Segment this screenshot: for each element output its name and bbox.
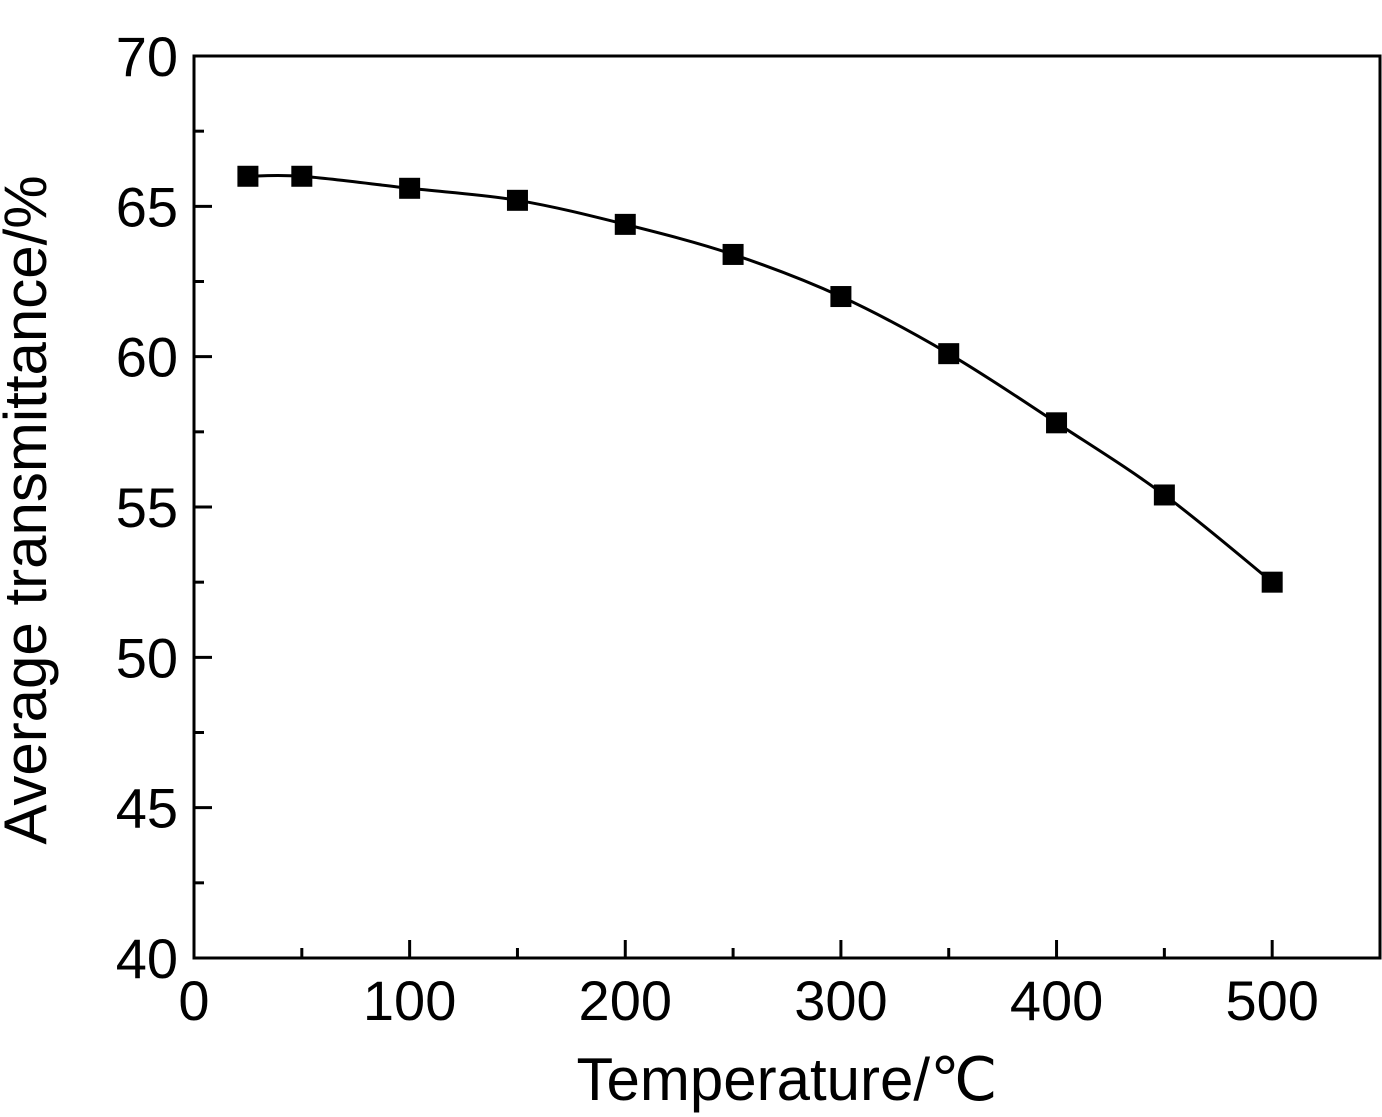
y-tick-labels: 40 45 50 55 60 65 70 xyxy=(116,25,178,990)
x-tick-label: 200 xyxy=(579,969,672,1032)
data-point-marker xyxy=(830,286,852,308)
data-point-marker xyxy=(722,243,744,265)
x-axis-title: Temperature/℃ xyxy=(577,1046,998,1113)
data-point-marker xyxy=(237,165,259,187)
series-markers xyxy=(237,165,1283,593)
x-tick-label: 100 xyxy=(363,969,456,1032)
series-lines xyxy=(247,173,1274,584)
data-point-marker xyxy=(938,343,960,365)
axis-ticks xyxy=(194,129,1382,958)
x-tick-label: 500 xyxy=(1225,969,1318,1032)
x-tick-label: 300 xyxy=(794,969,887,1032)
data-point-marker xyxy=(614,213,636,235)
data-point-marker xyxy=(399,177,421,199)
series-line xyxy=(247,173,1274,584)
y-tick-label: 45 xyxy=(116,777,178,840)
data-point-marker xyxy=(506,189,528,211)
plot-frame xyxy=(192,54,1382,960)
y-tick-label: 60 xyxy=(116,326,178,389)
y-axis-title: Average transmittance/% xyxy=(0,175,59,844)
data-point-marker xyxy=(1153,484,1175,506)
x-tick-label: 400 xyxy=(1010,969,1103,1032)
x-tick-labels: 0 100 200 300 400 500 xyxy=(178,969,1318,1032)
data-point-marker xyxy=(291,165,313,187)
data-point-marker xyxy=(1046,412,1068,434)
y-tick-label: 40 xyxy=(116,927,178,990)
y-tick-label: 65 xyxy=(116,175,178,238)
y-tick-label: 50 xyxy=(116,626,178,689)
y-tick-label: 70 xyxy=(116,25,178,88)
y-tick-label: 55 xyxy=(116,476,178,539)
x-tick-label: 0 xyxy=(178,969,209,1032)
data-point-marker xyxy=(1261,571,1283,593)
